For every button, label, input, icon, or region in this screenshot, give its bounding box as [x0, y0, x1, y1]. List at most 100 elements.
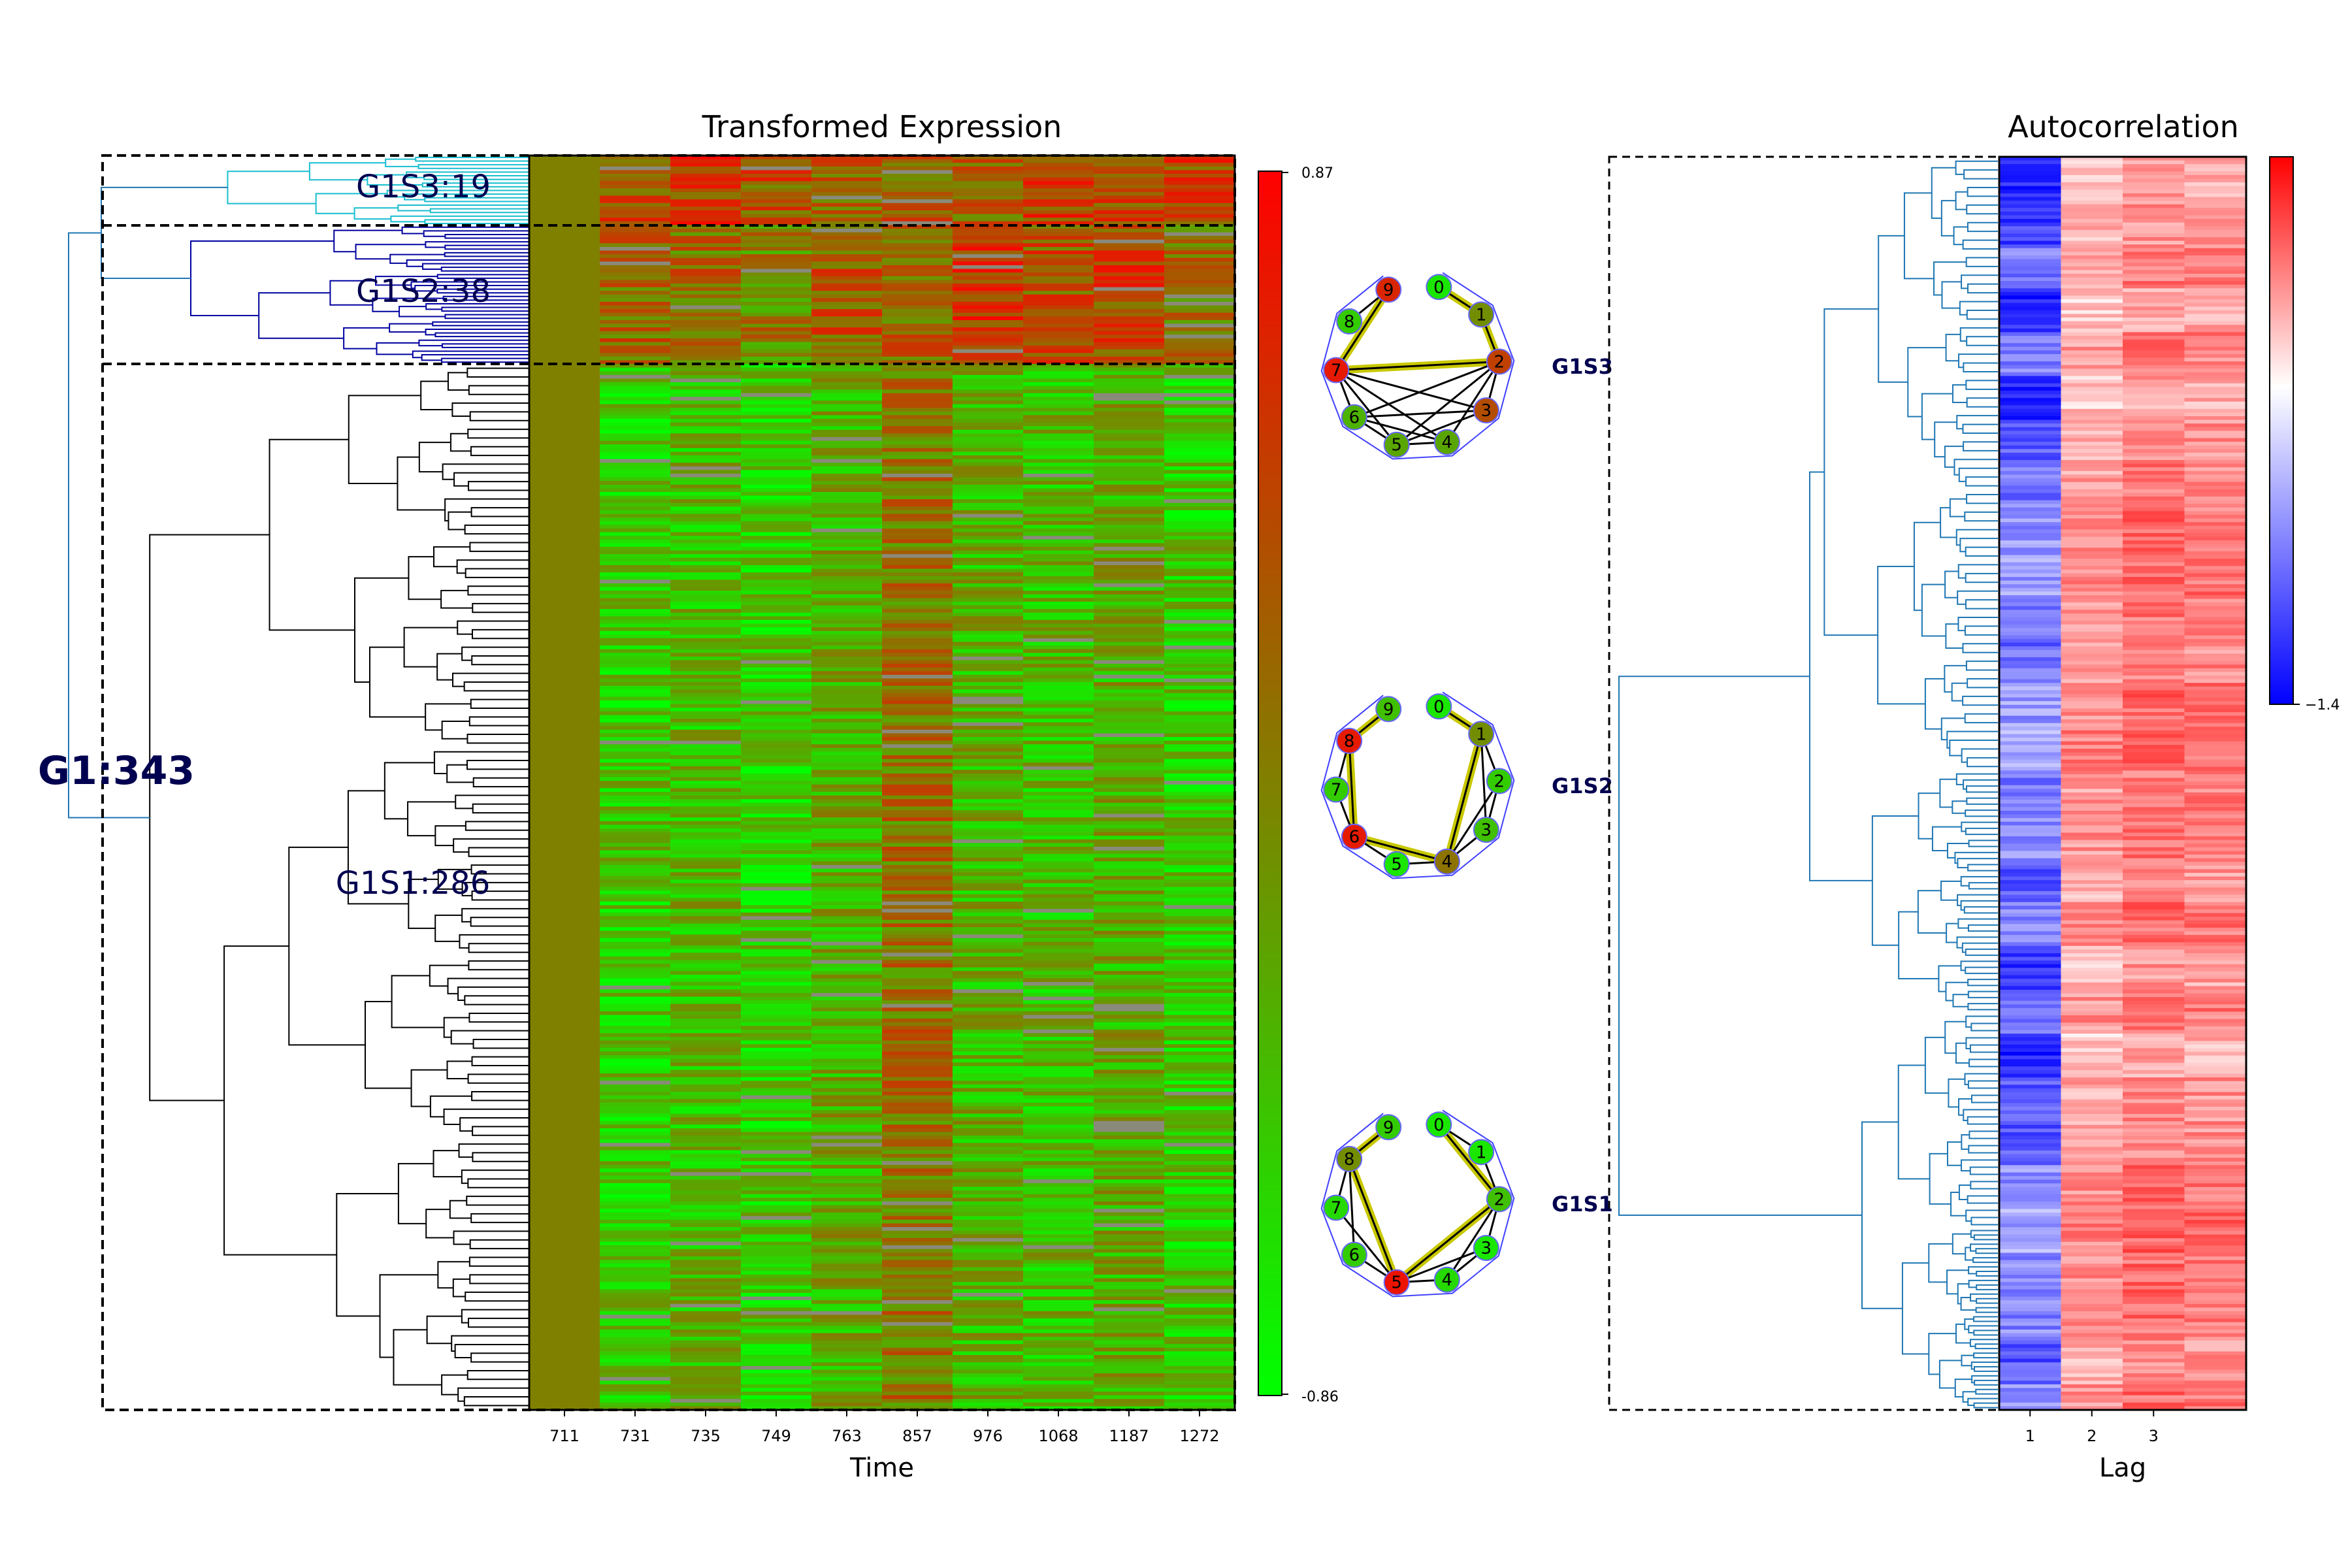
dendro-branch-g1s1	[443, 1108, 529, 1126]
heatmap-cell	[1023, 605, 1094, 610]
autocorr-cell	[2061, 653, 2123, 658]
heatmap-cell	[811, 1355, 883, 1360]
heatmap-cell	[600, 232, 671, 237]
autocorr-dendro-branch	[1957, 1283, 1969, 1305]
autocorr-cell	[2061, 1066, 2123, 1071]
heatmap-cell	[882, 214, 953, 218]
heatmap-cell	[1094, 755, 1165, 760]
heatmap-cell	[811, 642, 883, 646]
heatmap-cell	[600, 521, 671, 525]
heatmap-cell	[529, 919, 600, 924]
heatmap-cell	[882, 218, 953, 222]
heatmap-cell	[1164, 1077, 1235, 1081]
autocorr-cell	[2061, 160, 2123, 165]
heatmap-cell	[882, 1120, 953, 1125]
heatmap-cell	[529, 781, 600, 785]
heatmap-cell	[882, 612, 953, 617]
network-edge	[1438, 1124, 1500, 1200]
heatmap-cell	[1023, 349, 1094, 353]
heatmap-cell	[1164, 817, 1235, 822]
heatmap-cell	[953, 484, 1024, 489]
heatmap-cell	[953, 1285, 1024, 1290]
autocorr-cell	[2061, 540, 2123, 545]
autocorr-cell	[1999, 284, 2062, 289]
heatmap-cell	[670, 459, 742, 463]
heatmap-cell	[882, 188, 953, 193]
heatmap-cell	[600, 1164, 671, 1169]
heatmap-cell	[670, 1150, 742, 1154]
autocorr-cell	[1999, 756, 2062, 760]
autocorr-dendro-branch	[1960, 900, 1998, 911]
autocorr-cell	[2123, 971, 2185, 976]
autocorr-dendro-branch	[1967, 864, 1998, 872]
heatmap-cell	[953, 1322, 1024, 1326]
heatmap-cell	[811, 623, 883, 628]
heatmap-cell	[953, 1347, 1024, 1352]
heatmap-cell	[529, 502, 600, 507]
autocorr-cell	[2061, 361, 2123, 366]
heatmap-cell	[670, 1084, 742, 1089]
heatmap-cell	[600, 799, 671, 804]
heatmap-cell	[811, 298, 883, 302]
autocorr-cell	[2123, 836, 2185, 841]
autocorr-cell	[2184, 836, 2247, 841]
heatmap-cell	[1164, 572, 1235, 577]
heatmap-cell	[741, 1175, 812, 1180]
heatmap-cell	[600, 210, 671, 215]
heatmap-cell	[600, 301, 671, 306]
autocorr-cell	[2123, 255, 2185, 260]
heatmap-cell	[811, 426, 883, 431]
heatmap-cell	[882, 909, 953, 913]
heatmap-cell	[882, 181, 953, 186]
heatmap-cell	[811, 1022, 883, 1026]
heatmap-cell	[741, 1062, 812, 1067]
network-node	[1336, 727, 1363, 754]
heatmap-cell	[1094, 448, 1165, 453]
heatmap-cell	[670, 598, 742, 602]
autocorr-cell	[2123, 683, 2185, 687]
heatmap-cell	[811, 678, 883, 683]
heatmap-cell	[1094, 770, 1165, 774]
heatmap-cell	[811, 488, 883, 493]
heatmap-cell	[1094, 554, 1165, 559]
heatmap-cell	[741, 985, 812, 990]
heatmap-cell	[882, 261, 953, 266]
autocorr-cell	[2123, 1004, 2185, 1009]
heatmap-cell	[811, 419, 883, 423]
autocorr-cell	[1999, 470, 2062, 476]
autocorr-dendro-branch	[1965, 966, 1998, 974]
heatmap-cell	[1164, 864, 1235, 870]
heatmap-cell	[1164, 1362, 1235, 1367]
heatmap-cell	[1023, 491, 1094, 497]
heatmap-cell	[1023, 854, 1094, 858]
heatmap-cell	[741, 206, 812, 211]
autocorr-cell	[2061, 873, 2123, 877]
heatmap-cell	[811, 1395, 883, 1399]
autocorr-cell	[1999, 642, 2062, 647]
autocorr-cell	[2123, 182, 2185, 187]
dendro-branch-g1s1	[353, 577, 409, 683]
heatmap-cell	[529, 747, 600, 753]
heatmap-cell	[882, 587, 953, 591]
heatmap-cell	[741, 825, 812, 829]
heatmap-cell	[741, 532, 812, 536]
heatmap-cell	[1023, 1395, 1094, 1399]
heatmap-cell	[600, 1000, 671, 1005]
heatmap-cell	[741, 561, 812, 566]
heatmap-cell	[1164, 1223, 1235, 1228]
heatmap-cell	[600, 1161, 671, 1166]
heatmap-cell	[529, 426, 600, 431]
autocorr-cell	[2123, 832, 2185, 837]
autocorr-cell	[2123, 1037, 2185, 1041]
network-node	[1336, 308, 1363, 335]
heatmap-cell	[1164, 521, 1235, 525]
dendro-branch-g1s1	[463, 1396, 529, 1407]
autocorr-cell	[2184, 642, 2247, 647]
heatmap-cell	[1094, 715, 1165, 719]
autocorr-cell	[2123, 482, 2185, 486]
heatmap-cell	[600, 166, 671, 171]
heatmap-cell	[1164, 872, 1235, 877]
heatmap-cell	[1023, 934, 1094, 939]
heatmap-cell	[1094, 280, 1165, 284]
autocorr-cell	[2061, 1103, 2123, 1107]
